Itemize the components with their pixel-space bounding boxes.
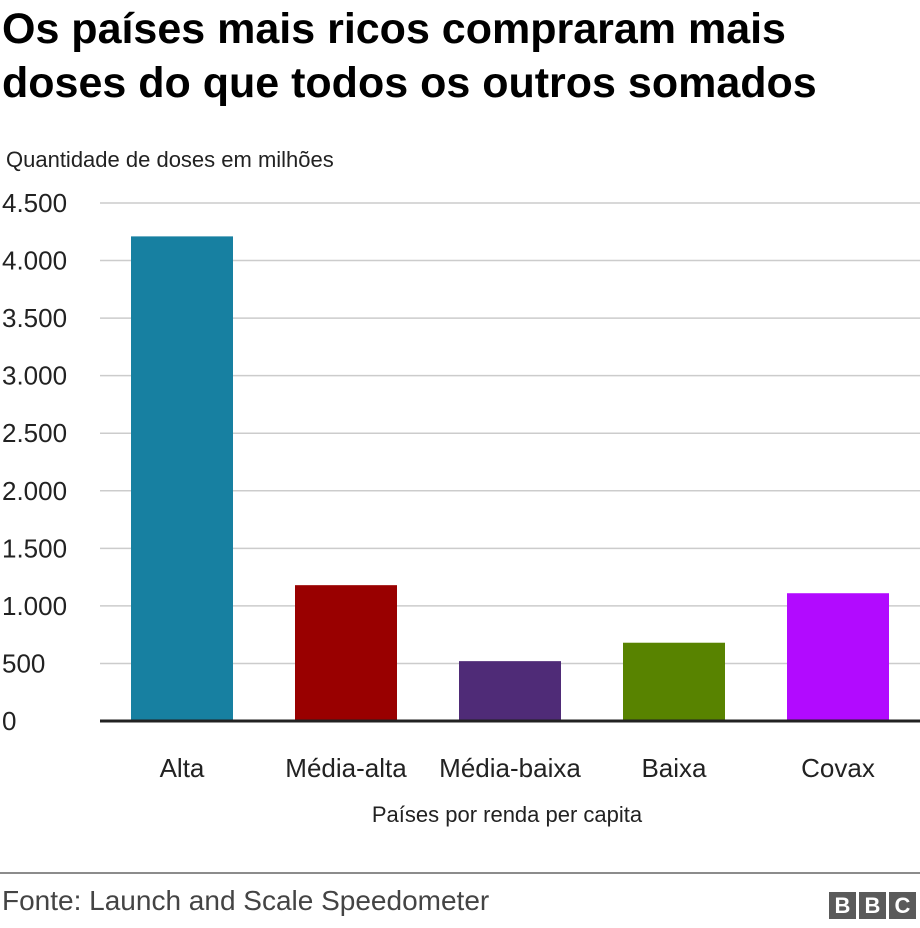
y-axis-ticks: 0 500 1.000 1.500 2.000 2.500 3.000 3.500 4.000 4…: [2, 188, 67, 736]
bar: [787, 593, 889, 721]
x-tick-label: Baixa: [641, 753, 707, 783]
x-axis-ticks: Alta Média-alta Média-baixa Baixa Covax: [160, 753, 875, 783]
x-axis-label: Países por renda per capita: [372, 802, 643, 827]
y-tick-label: 4.000: [2, 246, 67, 276]
footer-divider: [0, 872, 920, 874]
x-tick-label: Média-alta: [285, 753, 407, 783]
chart-subtitle: Quantidade de doses em milhões: [6, 147, 334, 172]
gridlines: [100, 202, 920, 665]
bar: [623, 642, 725, 721]
bar: [295, 585, 397, 721]
bbc-logo-letter: C: [889, 892, 916, 919]
x-tick-label: Média-baixa: [439, 753, 581, 783]
bbc-logo-letter: B: [829, 892, 856, 919]
y-tick-label: 1.500: [2, 533, 67, 563]
y-tick-label: 500: [2, 648, 45, 678]
y-tick-label: 0: [2, 706, 16, 736]
chart-title: Os países mais ricos compraram mais dose…: [2, 5, 817, 107]
y-tick-label: 2.000: [2, 476, 67, 506]
bbc-logo-letter: B: [859, 892, 886, 919]
bbc-logo: B B C: [829, 892, 916, 919]
y-tick-label: 4.500: [2, 188, 67, 218]
x-tick-label: Alta: [160, 753, 205, 783]
y-tick-label: 3.500: [2, 303, 67, 333]
y-tick-label: 1.000: [2, 591, 67, 621]
x-tick-label: Covax: [801, 753, 875, 783]
bar: [131, 236, 233, 722]
y-tick-label: 2.500: [2, 418, 67, 448]
bar: [459, 661, 561, 721]
bars: [131, 236, 889, 722]
source-note: Fonte: Launch and Scale Speedometer: [2, 885, 490, 916]
y-tick-label: 3.000: [2, 361, 67, 391]
bar-chart: 0 500 1.000 1.500 2.000 2.500 3.000 3.500 4.000 4…: [2, 188, 920, 827]
